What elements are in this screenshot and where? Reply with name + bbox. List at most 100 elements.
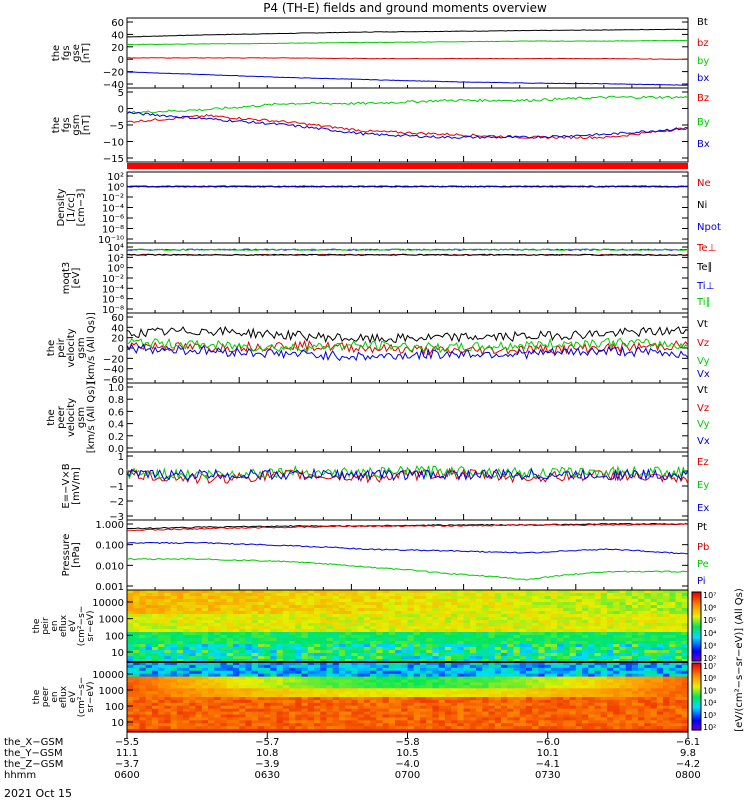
heatmap-cell xyxy=(314,711,321,716)
heatmap-cell xyxy=(451,720,458,724)
heatmap-cell xyxy=(139,647,147,651)
heatmap-cell xyxy=(606,641,614,645)
heatmap-cell xyxy=(482,711,490,716)
heatmap-cell xyxy=(419,688,427,692)
colorbar-cell xyxy=(692,670,701,673)
heatmap-cell xyxy=(638,659,645,663)
heatmap-cell xyxy=(151,626,159,630)
heatmap-cell xyxy=(488,596,496,600)
heatmap-cell xyxy=(395,702,402,707)
heatmap-cell xyxy=(338,653,346,657)
heatmap-cell xyxy=(401,685,409,689)
heatmap-cell xyxy=(426,662,434,666)
heatmap-cell xyxy=(588,605,596,609)
heatmap-cell xyxy=(600,702,608,707)
heatmap-cell xyxy=(158,682,165,686)
heatmap-cell xyxy=(550,599,558,603)
heatmap-cell xyxy=(295,667,303,672)
heatmap-cell xyxy=(507,635,515,639)
heatmap-cell xyxy=(444,705,452,710)
heatmap-cell xyxy=(419,608,427,612)
heatmap-cell xyxy=(332,632,340,636)
heatmap-cell xyxy=(139,673,147,678)
heatmap-cell xyxy=(519,659,527,663)
heatmap-cell xyxy=(631,676,639,681)
heatmap-cell xyxy=(326,635,334,639)
heatmap-cell xyxy=(220,694,228,698)
heatmap-cell xyxy=(363,650,371,654)
heatmap-cell xyxy=(127,641,134,645)
heatmap-cell xyxy=(588,602,596,606)
heatmap-cell xyxy=(482,647,490,651)
heatmap-cell xyxy=(419,679,427,684)
heatmap-cell xyxy=(395,623,402,627)
heatmap-cell xyxy=(488,623,496,627)
heatmap-cell xyxy=(625,638,633,642)
heatmap-cell xyxy=(264,590,271,594)
heatmap-cell xyxy=(669,720,677,724)
heatmap-cell xyxy=(625,670,633,675)
heatmap-cell xyxy=(469,602,477,606)
heatmap-cell xyxy=(345,653,352,657)
heatmap-cell xyxy=(407,602,415,606)
heatmap-cell xyxy=(488,679,496,684)
heatmap-cell xyxy=(357,656,365,660)
heatmap-cell xyxy=(663,599,670,603)
heatmap-cell xyxy=(264,638,271,642)
heatmap-cell xyxy=(220,629,228,633)
heatmap-cell xyxy=(419,626,427,630)
heatmap-cell xyxy=(151,714,159,719)
heatmap-cell xyxy=(675,697,683,701)
heatmap-cell xyxy=(419,685,427,689)
heatmap-cell xyxy=(382,662,390,666)
heatmap-cell xyxy=(201,711,209,716)
heatmap-cell xyxy=(582,632,589,636)
heatmap-cell xyxy=(638,653,645,657)
heatmap-cell xyxy=(376,617,384,621)
heatmap-cell xyxy=(164,699,172,704)
heatmap-cell xyxy=(139,699,147,704)
heatmap-cell xyxy=(382,593,390,597)
heatmap-cell xyxy=(494,617,502,621)
heatmap-cell xyxy=(338,608,346,612)
heatmap-cell xyxy=(407,638,415,642)
heatmap-cell xyxy=(183,673,190,678)
heatmap-cell xyxy=(245,708,253,713)
heatmap-cell xyxy=(183,623,190,627)
heatmap-cell xyxy=(451,611,458,615)
heatmap-cell xyxy=(195,676,203,681)
heatmap-cell xyxy=(395,673,402,678)
colorbar-cell xyxy=(692,666,701,669)
heatmap-cell xyxy=(338,705,346,710)
heatmap-cell xyxy=(563,705,571,710)
heatmap-cell xyxy=(663,611,670,615)
heatmap-cell xyxy=(482,599,490,603)
heatmap-cell xyxy=(314,611,321,615)
colorbar-cell xyxy=(692,650,701,653)
heatmap-cell xyxy=(363,679,371,684)
heatmap-cell xyxy=(544,653,552,657)
heatmap-cell xyxy=(401,641,409,645)
heatmap-cell xyxy=(276,679,284,684)
heatmap-cell xyxy=(613,590,621,594)
heatmap-cell xyxy=(538,644,546,648)
heatmap-cell xyxy=(675,650,683,654)
heatmap-cell xyxy=(426,647,434,651)
heatmap-cell xyxy=(563,602,571,606)
heatmap-cell xyxy=(451,626,458,630)
heatmap-cell xyxy=(594,676,602,681)
heatmap-cell xyxy=(488,682,496,686)
heatmap-cell xyxy=(282,662,290,666)
heatmap-cell xyxy=(127,653,134,657)
heatmap-cell xyxy=(482,605,490,609)
heatmap-cell xyxy=(644,596,652,600)
heatmap-cell xyxy=(282,720,290,724)
heatmap-cell xyxy=(232,644,240,648)
heatmap-cell xyxy=(276,711,284,716)
heatmap-cell xyxy=(176,676,184,681)
heatmap-cell xyxy=(151,650,159,654)
heatmap-cell xyxy=(382,638,390,642)
heatmap-cell xyxy=(307,702,315,707)
heatmap-cell xyxy=(127,697,134,701)
